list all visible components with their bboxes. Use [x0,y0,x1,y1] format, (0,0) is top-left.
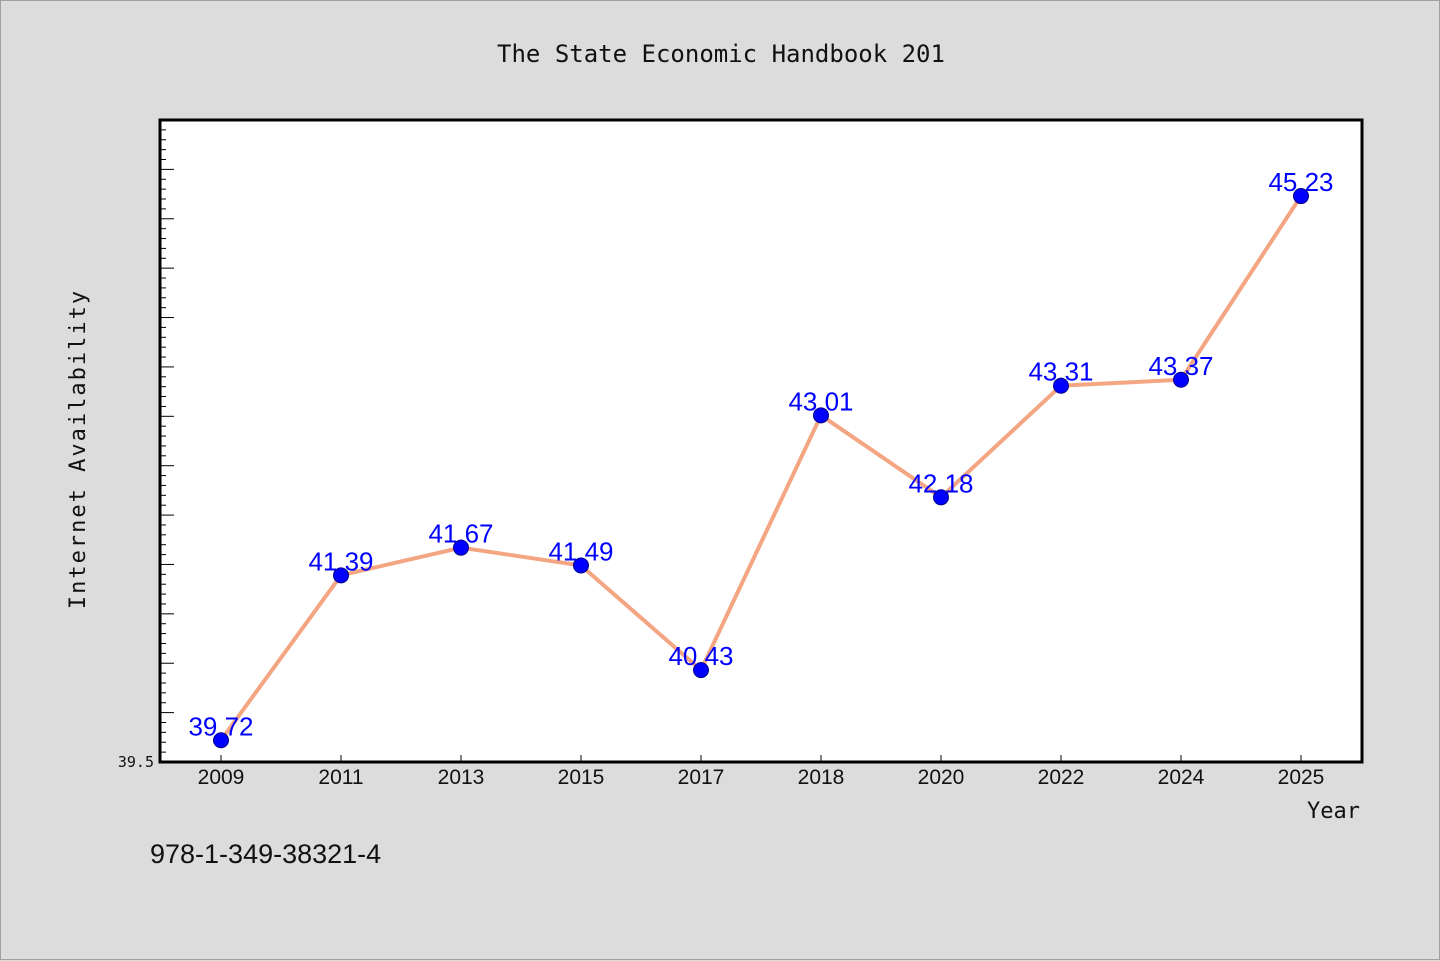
y-axis-title: Internet Availability [66,289,91,609]
x-tick-label: 2024 [1158,766,1205,789]
x-axis-tick-labels: 2009 2011 2013 2015 2017 2018 2020 2022 2024 2025 [198,766,1325,789]
data-point [573,557,589,574]
x-tick-label: 2015 [558,766,605,789]
x-tick-label: 2020 [918,766,965,789]
plot-area [160,120,1362,762]
x-tick-label: 2013 [438,766,485,789]
data-point [1173,371,1189,388]
data-point [1293,188,1309,205]
data-point [453,539,469,556]
data-point [1053,377,1069,394]
chart-title: The State Economic Handbook 201 [497,40,945,68]
data-point [933,489,949,506]
y-tick-label: 39.5 [118,753,154,771]
series-layer: 39.7241.3941.6741.4940.4343.0142.1843.31… [188,167,1334,749]
x-tick-label: 2009 [198,766,245,789]
plot-border [158,118,1364,764]
data-point [333,567,349,584]
isbn-code: 978-1-349-38321-4 [150,839,381,869]
x-tick-label: 2018 [798,766,845,789]
x-tick-label: 2011 [318,766,363,789]
series-line [219,194,1303,743]
x-tick-label: 2022 [1038,766,1085,789]
x-axis-title: Year [1307,799,1360,824]
x-tick-label: 2017 [678,766,725,789]
data-point [693,662,709,679]
x-tick-label: 2025 [1278,766,1325,789]
data-point [213,732,229,749]
data-point [813,407,829,424]
